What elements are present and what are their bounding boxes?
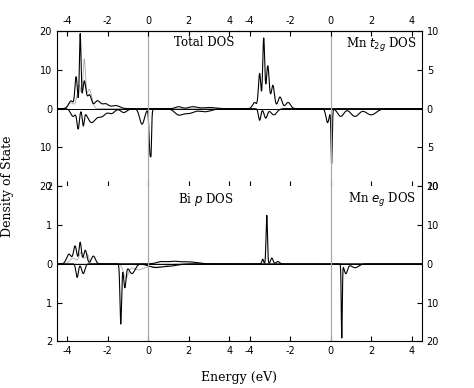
Text: Bi $p$ DOS: Bi $p$ DOS — [178, 191, 234, 208]
Text: Mn $t_{2g}$ DOS: Mn $t_{2g}$ DOS — [346, 36, 416, 54]
Text: Density of State: Density of State — [0, 135, 14, 237]
Text: Mn $e_g$ DOS: Mn $e_g$ DOS — [348, 191, 416, 209]
Text: Energy (eV): Energy (eV) — [201, 371, 277, 384]
Text: Total DOS: Total DOS — [173, 36, 234, 49]
